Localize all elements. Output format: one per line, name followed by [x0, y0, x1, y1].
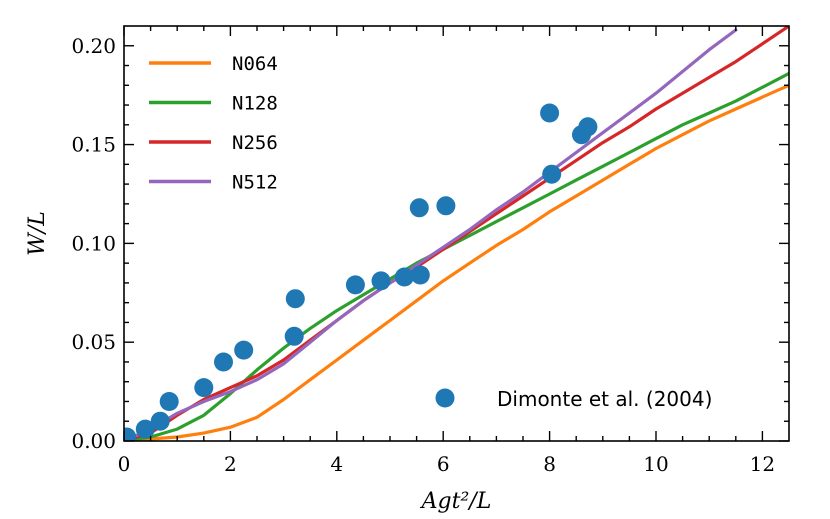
legend-label-n064: N064 — [232, 53, 278, 75]
x-axis-label: Agt²/L — [420, 489, 492, 514]
series-line-n064 — [124, 83, 789, 441]
plot-frame — [123, 25, 790, 442]
scatter-point — [150, 411, 170, 431]
scatter-point — [159, 392, 179, 411]
scatter-point — [410, 265, 430, 285]
scatter-point — [578, 117, 598, 137]
x-tick-label: 10 — [643, 452, 668, 476]
y-tick-label: 0.15 — [71, 133, 116, 157]
y-axis-label: W/L — [25, 211, 50, 256]
scatter-point — [371, 271, 391, 291]
series-lines — [124, 26, 789, 441]
scatter-point — [234, 340, 254, 360]
scatter-point — [194, 378, 214, 398]
x-tick-label: 4 — [330, 452, 343, 476]
scatter-points — [124, 103, 598, 441]
legend-label-n256: N256 — [232, 132, 278, 154]
x-tick-label: 0 — [118, 452, 131, 476]
scatter-point — [394, 267, 414, 287]
y-tick-label: 0.00 — [71, 429, 116, 453]
scatter-point — [345, 275, 365, 295]
legend-scatter-marker — [435, 388, 455, 408]
series-line-n256 — [124, 26, 789, 441]
tick-labels: 0 2 4 6 8 10 12 0.00 0.05 0.10 0.15 0.20 — [71, 34, 775, 476]
scatter-point — [284, 326, 304, 346]
x-tick-label: 2 — [224, 452, 237, 476]
scatter-point — [436, 196, 456, 216]
legend-label-n512: N512 — [232, 172, 278, 194]
series-line-n128 — [124, 71, 789, 441]
x-tick-label: 12 — [750, 452, 775, 476]
y-tick-label: 0.05 — [71, 330, 116, 354]
series-line-n512 — [124, 28, 738, 441]
y-tick-label: 0.20 — [71, 34, 116, 58]
scatter-point — [542, 164, 562, 184]
legend-label-n128: N128 — [232, 93, 278, 115]
scatter-point — [540, 103, 560, 123]
scatter-point — [214, 352, 233, 372]
legend-label-dimonte: Dimonte et al. (2004) — [497, 387, 712, 411]
scatter-point — [409, 198, 429, 218]
x-tick-label: 6 — [437, 452, 450, 476]
scatter-point — [135, 419, 155, 439]
x-tick-label: 8 — [543, 452, 556, 476]
scatter-point — [285, 289, 305, 309]
y-tick-label: 0.10 — [71, 231, 116, 255]
scatter-point — [124, 427, 137, 441]
legend: N064 N128 N256 N512 Dimonte et al. (2004) — [149, 53, 712, 411]
